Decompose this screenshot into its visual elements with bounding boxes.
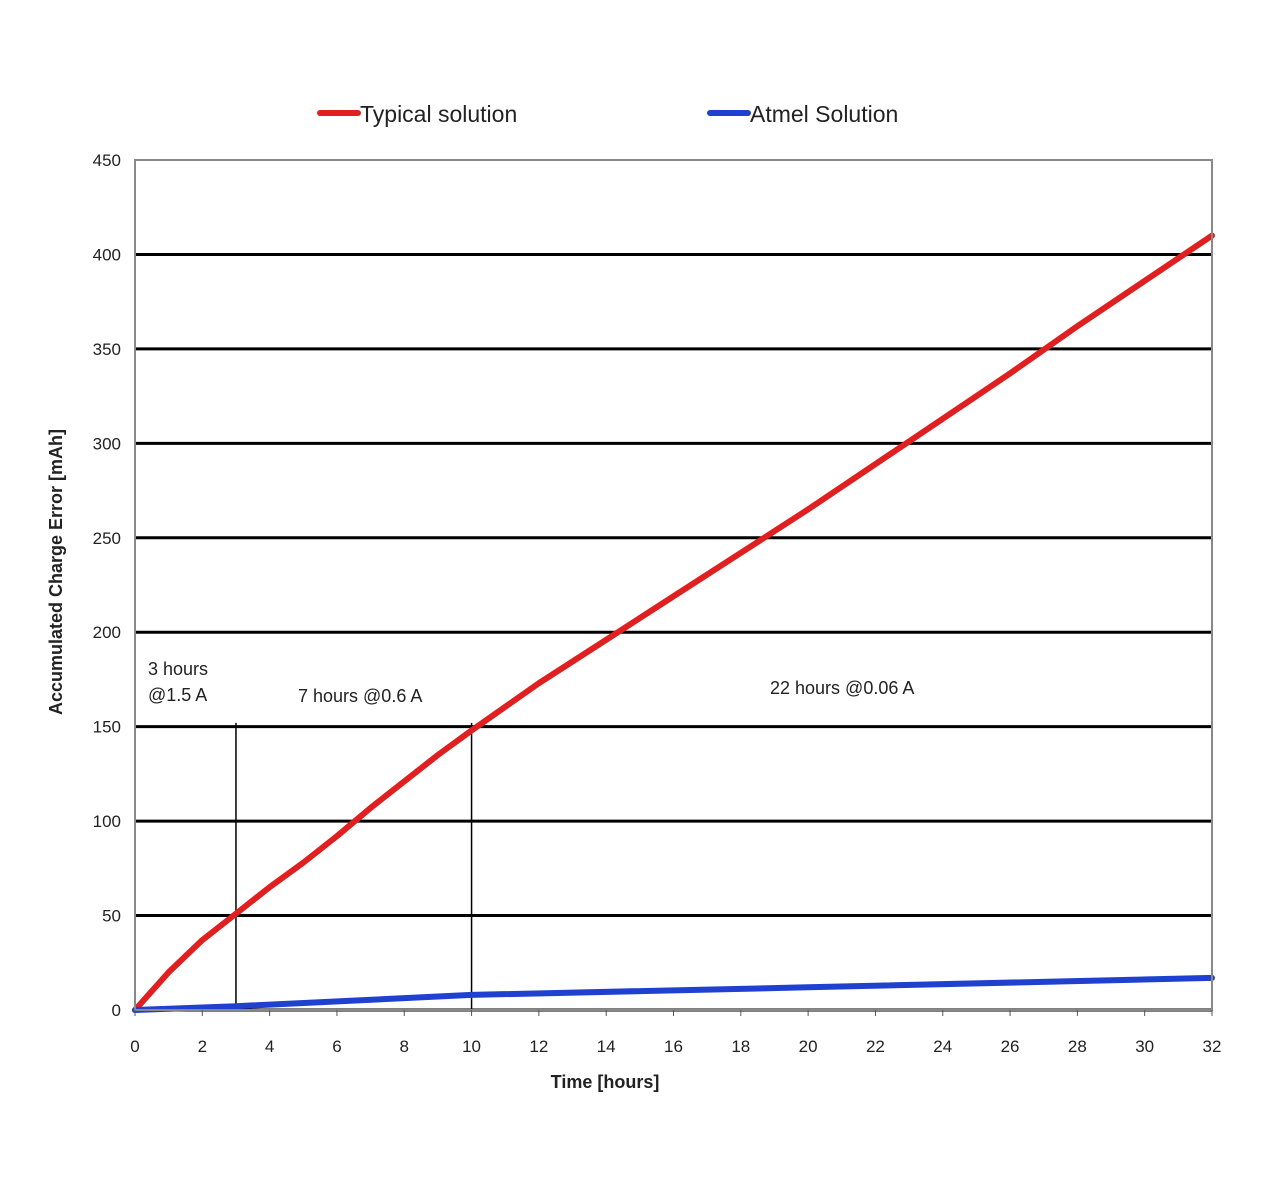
annotation-phase-3: 22 hours @0.06 A bbox=[770, 678, 914, 698]
series-line-atmel bbox=[132, 974, 1215, 1013]
legend: Typical solution Atmel Solution bbox=[317, 101, 898, 127]
x-tick-label: 30 bbox=[1135, 1037, 1154, 1056]
y-axis-title: Accumulated Charge Error [mAh] bbox=[46, 429, 66, 715]
y-tick-label: 450 bbox=[93, 151, 121, 170]
y-tick-label: 150 bbox=[93, 718, 121, 737]
x-tick-label: 20 bbox=[799, 1037, 818, 1056]
x-tick-label: 6 bbox=[332, 1037, 341, 1056]
x-tick-label: 16 bbox=[664, 1037, 683, 1056]
annotation-phase-2: 7 hours @0.6 A bbox=[298, 686, 422, 706]
y-tick-label: 200 bbox=[93, 623, 121, 642]
x-tick-label: 28 bbox=[1068, 1037, 1087, 1056]
x-tick-label: 2 bbox=[198, 1037, 207, 1056]
series bbox=[132, 232, 1215, 1013]
x-tick-label: 8 bbox=[400, 1037, 409, 1056]
phase-dividers bbox=[235, 722, 473, 1010]
x-tick-label: 26 bbox=[1001, 1037, 1020, 1056]
y-tick-label: 50 bbox=[102, 907, 121, 926]
plot-area-border bbox=[134, 159, 1213, 1011]
x-tick-label: 0 bbox=[130, 1037, 139, 1056]
y-tick-label: 300 bbox=[93, 434, 121, 453]
annotation-phase-1-line-2: @1.5 A bbox=[148, 685, 207, 705]
annotation-phase-1-line-1: 3 hours bbox=[148, 659, 208, 679]
legend-label-atmel: Atmel Solution bbox=[750, 101, 898, 127]
y-tick-label: 400 bbox=[93, 245, 121, 264]
x-tick-label: 18 bbox=[731, 1037, 750, 1056]
x-tick-label: 14 bbox=[597, 1037, 616, 1056]
x-axis-title: Time [hours] bbox=[551, 1072, 660, 1092]
x-tick-label: 10 bbox=[462, 1037, 481, 1056]
y-tick-label: 0 bbox=[112, 1001, 121, 1020]
y-tick-label: 350 bbox=[93, 340, 121, 359]
x-tick-label: 32 bbox=[1203, 1037, 1222, 1056]
x-tick-label: 22 bbox=[866, 1037, 885, 1056]
y-tick-label: 250 bbox=[93, 529, 121, 548]
x-tick-label: 4 bbox=[265, 1037, 274, 1056]
x-tick-label: 24 bbox=[933, 1037, 952, 1056]
legend-label-typical: Typical solution bbox=[360, 101, 517, 127]
x-tick-label: 12 bbox=[529, 1037, 548, 1056]
grid bbox=[135, 252, 1212, 1012]
series-line-typical bbox=[132, 232, 1215, 1013]
y-tick-label: 100 bbox=[93, 812, 121, 831]
